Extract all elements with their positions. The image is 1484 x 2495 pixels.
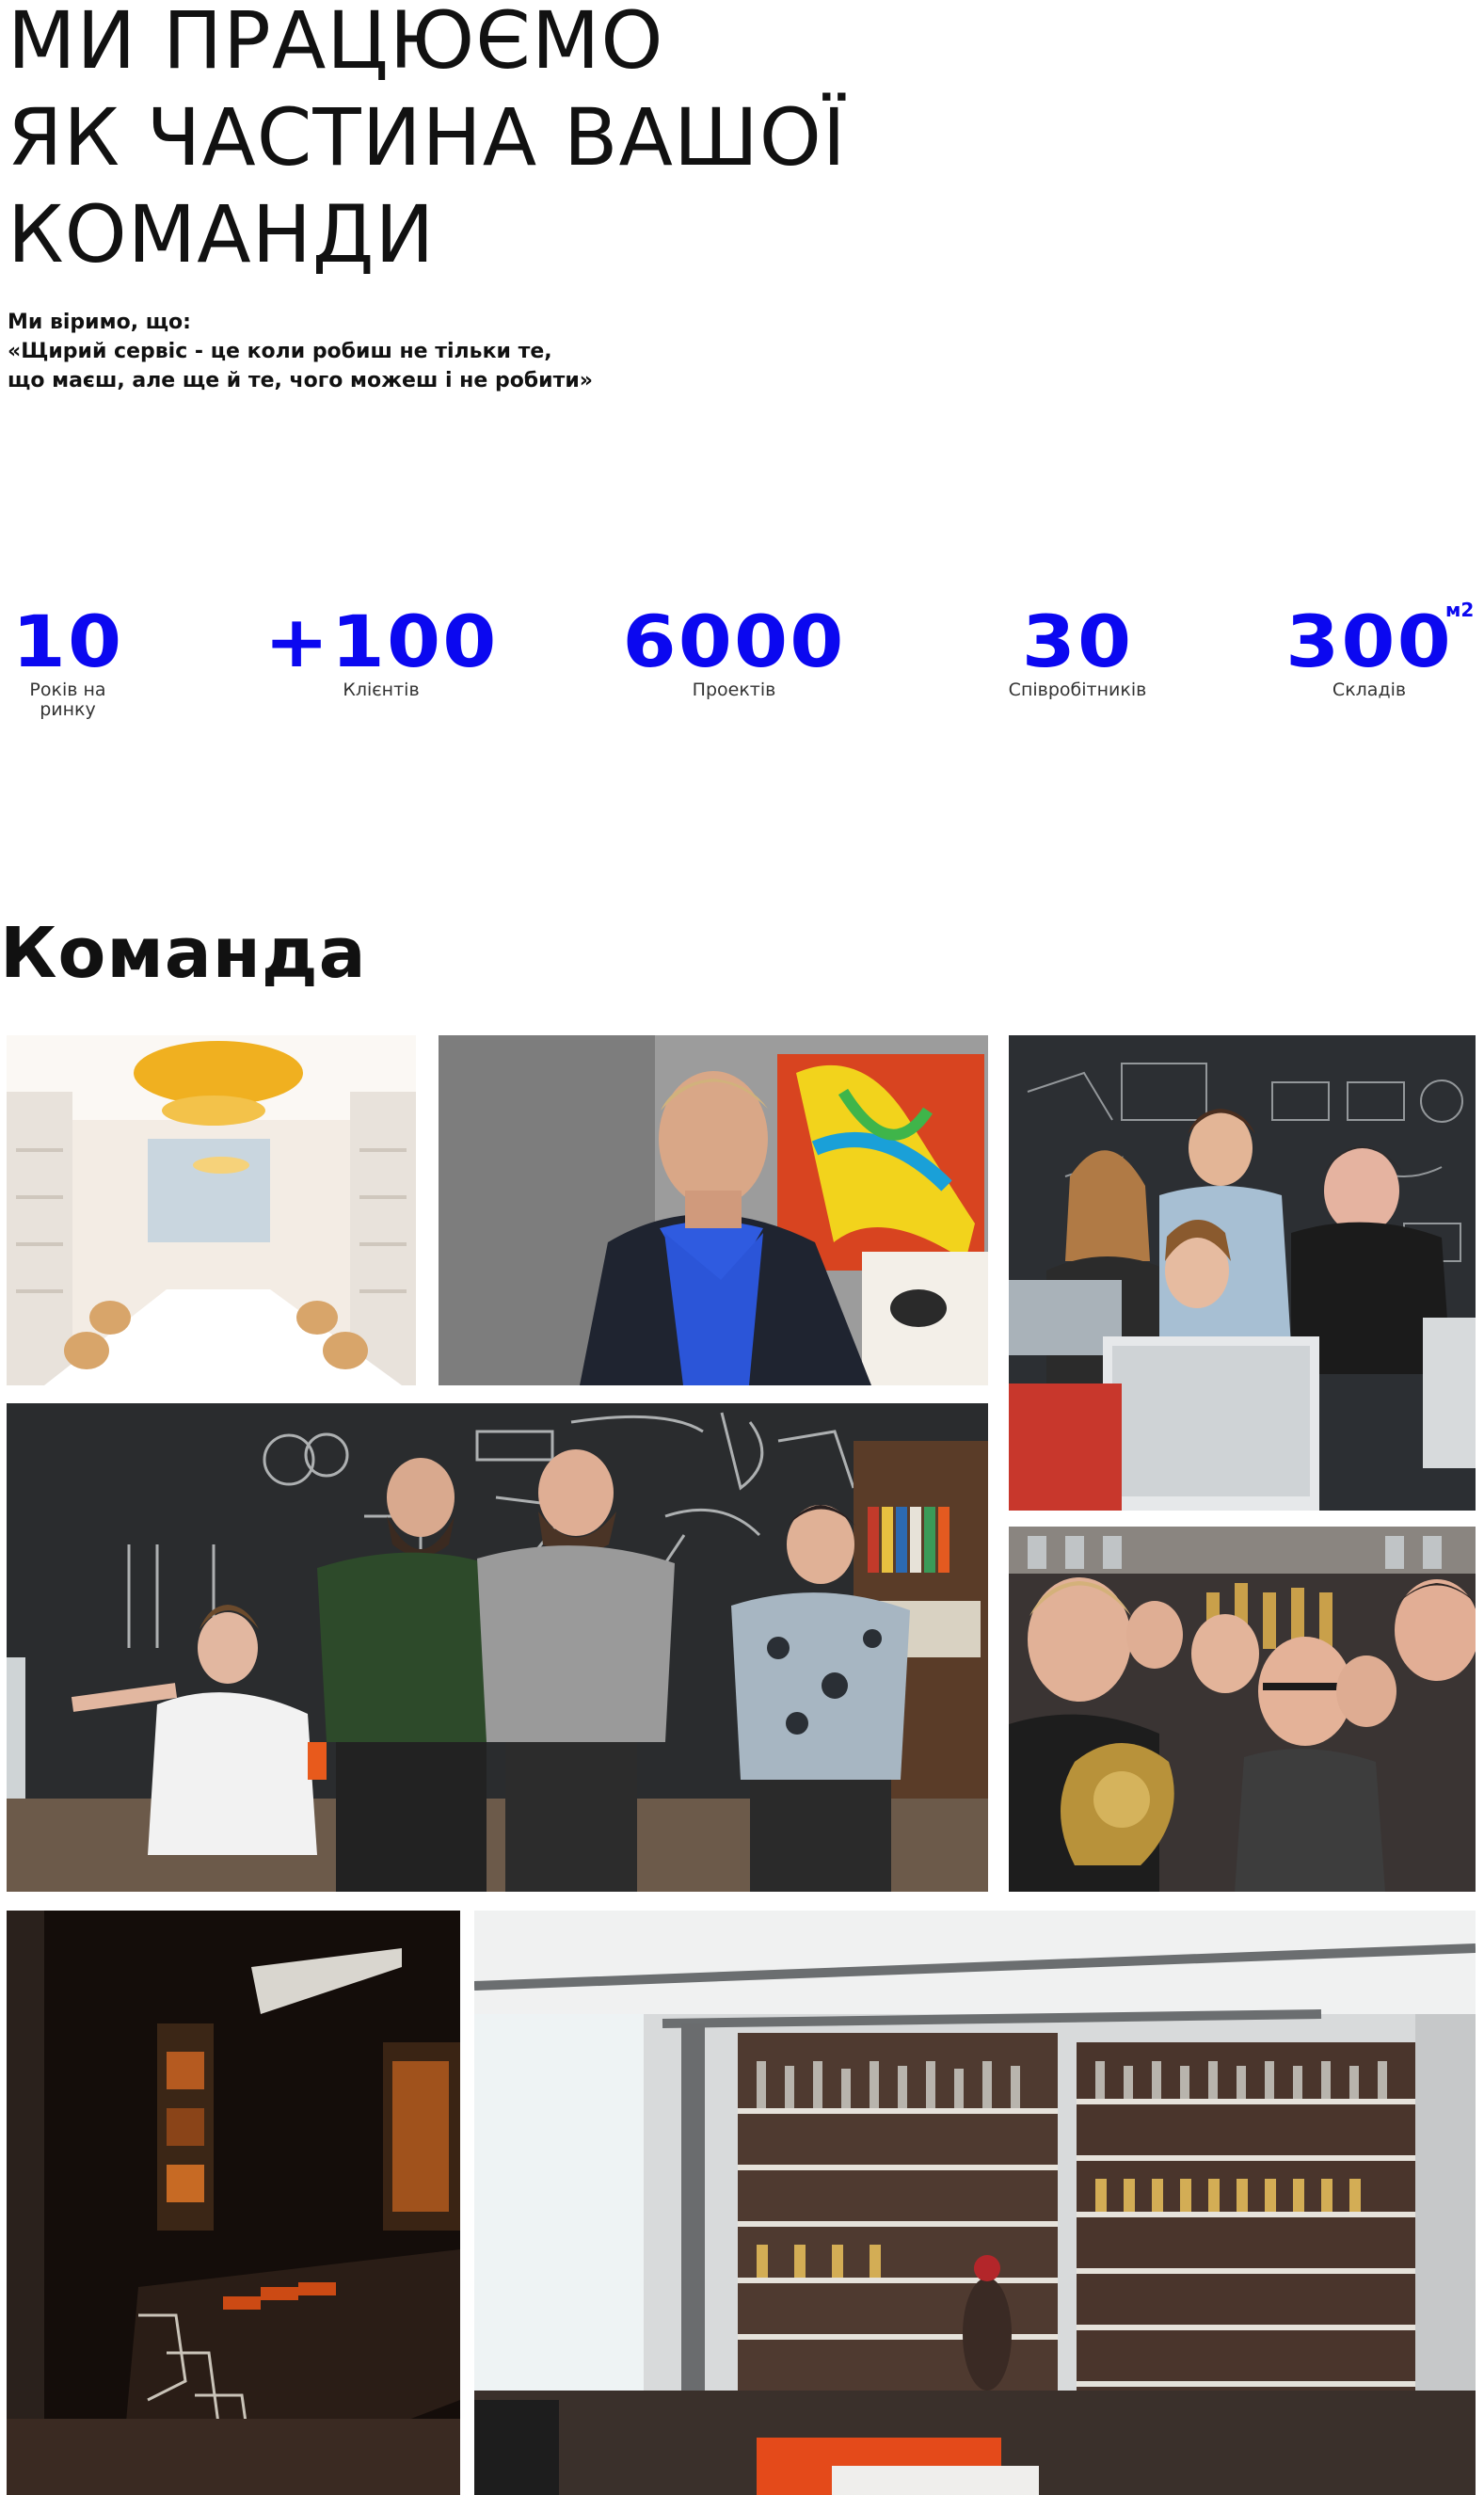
- stat-label: Співробітників: [1008, 680, 1147, 700]
- stat-projects: 6000 Проектів: [616, 602, 852, 701]
- stat-value: 30: [1021, 600, 1134, 683]
- team-chalkboard-photo: [7, 1403, 988, 1892]
- stat-value: 300: [1285, 600, 1453, 683]
- intro-line: Ми віримо, що:: [8, 311, 191, 334]
- team-heading: Команда: [0, 913, 367, 994]
- hero-title-line: ЯК ЧАСТИНА ВАШОЇ: [8, 91, 847, 184]
- stat-value: 6000: [622, 600, 846, 683]
- intro-quote: Ми віримо, що: «Щирий сервіс - це коли р…: [8, 308, 593, 395]
- hero-title: МИ ПРАЦЮЄМО ЯК ЧАСТИНА ВАШОЇ КОМАНДИ: [8, 0, 847, 283]
- stat-label: Років на: [29, 680, 106, 700]
- stat-label: Клієнтів: [343, 680, 420, 700]
- hero-title-line: КОМАНДИ: [8, 188, 436, 280]
- team-at-computers-photo: [1009, 1035, 1476, 1511]
- dark-conference-room-photo: [7, 1911, 460, 2495]
- stat-years: 10 Років на ринку: [11, 602, 124, 721]
- office-awards-shelves-photo: [474, 1911, 1476, 2495]
- stat-value: 10: [11, 600, 124, 683]
- stat-superscript: м2: [1445, 599, 1475, 621]
- stat-value: +100: [263, 600, 499, 683]
- stat-label: Проектів: [692, 680, 776, 700]
- stat-employees: 30 Співробітників: [979, 602, 1176, 701]
- stat-warehouses: 300 Складів м2: [1280, 599, 1474, 701]
- intro-line: «Щирий сервіс - це коли робиш не тільки …: [8, 340, 552, 363]
- stat-clients: +100 Клієнтів: [264, 602, 497, 701]
- hero-title-line: МИ ПРАЦЮЄМО: [8, 0, 664, 87]
- meeting-room-photo: [7, 1035, 416, 1385]
- stat-label: Складів: [1332, 680, 1407, 700]
- stat-label: ринку: [40, 699, 96, 720]
- team-selfie-awards-photo: [1009, 1527, 1476, 1892]
- intro-line: що маєш, але ще й те, чого можеш і не ро…: [8, 369, 593, 392]
- man-blue-shirt-photo: [439, 1035, 988, 1385]
